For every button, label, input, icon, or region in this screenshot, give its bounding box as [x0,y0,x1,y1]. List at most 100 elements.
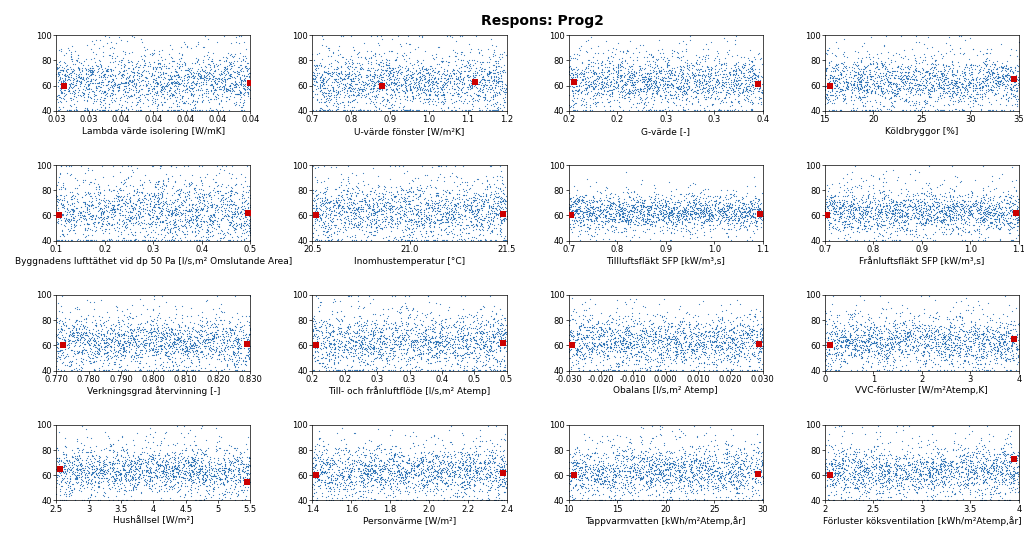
Point [868,225,885,234]
Point [368,219,384,228]
Point [411,349,427,358]
Point [116,330,132,339]
Point [889,176,905,184]
Point [489,356,506,365]
Point [465,79,481,88]
Point [927,481,943,490]
Point [873,76,890,84]
Point [366,467,382,476]
Point [453,48,469,56]
Point [823,341,840,349]
Point [678,320,694,328]
Point [54,236,71,245]
Point [409,105,425,114]
Point [238,331,254,339]
Point [844,478,860,487]
Point [435,324,452,333]
Point [408,351,424,360]
Point [889,461,905,470]
Point [955,477,972,485]
Point [578,80,594,88]
Point [991,450,1008,459]
Point [227,496,244,504]
Point [348,62,365,71]
Point [663,210,679,219]
Point [66,469,82,478]
Point [679,90,695,98]
Point [821,471,838,479]
Point [896,81,912,89]
Point [321,484,337,493]
Point [871,333,888,342]
Point [720,78,736,87]
Point [169,100,185,108]
Point [354,324,371,333]
Point [846,465,862,473]
Point [454,478,470,486]
Point [578,331,594,340]
Point [459,362,475,371]
Point [603,338,620,347]
Point [358,226,375,235]
Point [564,452,581,460]
Point [468,175,484,183]
Point [876,347,892,355]
Point [639,214,655,223]
Point [226,360,243,368]
Point [427,317,443,326]
Point [198,217,214,226]
Point [907,203,924,212]
Point [732,68,749,77]
Point [969,461,985,470]
Point [56,318,73,327]
Point [241,332,257,341]
Point [580,494,596,503]
Point [376,458,392,466]
Point [898,184,914,193]
Point [476,197,493,206]
Point [562,78,579,87]
Point [843,322,859,331]
Point [669,350,685,359]
Point [723,366,739,374]
Point [897,68,913,76]
Point [481,465,498,473]
Point [564,352,581,360]
Point [649,194,666,202]
Point [420,466,436,474]
Point [939,203,955,212]
Point [198,493,214,502]
Point [480,459,497,467]
Point [910,202,927,210]
Point [496,342,512,351]
Point [959,330,976,339]
Point [718,493,734,502]
Point [478,196,495,204]
Point [840,81,856,90]
Point [371,216,387,225]
Point [850,60,866,69]
Point [673,343,689,352]
Point [453,55,469,64]
Point [494,463,510,471]
Point [676,481,692,490]
Point [109,341,125,349]
Point [614,347,631,355]
Point [866,80,883,89]
Point [662,210,678,219]
Point [621,438,637,446]
Point [68,304,84,313]
Point [969,448,985,457]
Point [352,105,369,114]
Point [84,210,100,219]
Point [689,105,706,114]
Point [644,460,660,469]
Point [861,202,878,210]
Point [454,481,470,490]
Point [393,349,410,358]
Point [217,492,233,501]
Point [752,83,768,91]
Point [63,57,80,65]
Point [466,72,482,81]
Point [498,50,514,59]
